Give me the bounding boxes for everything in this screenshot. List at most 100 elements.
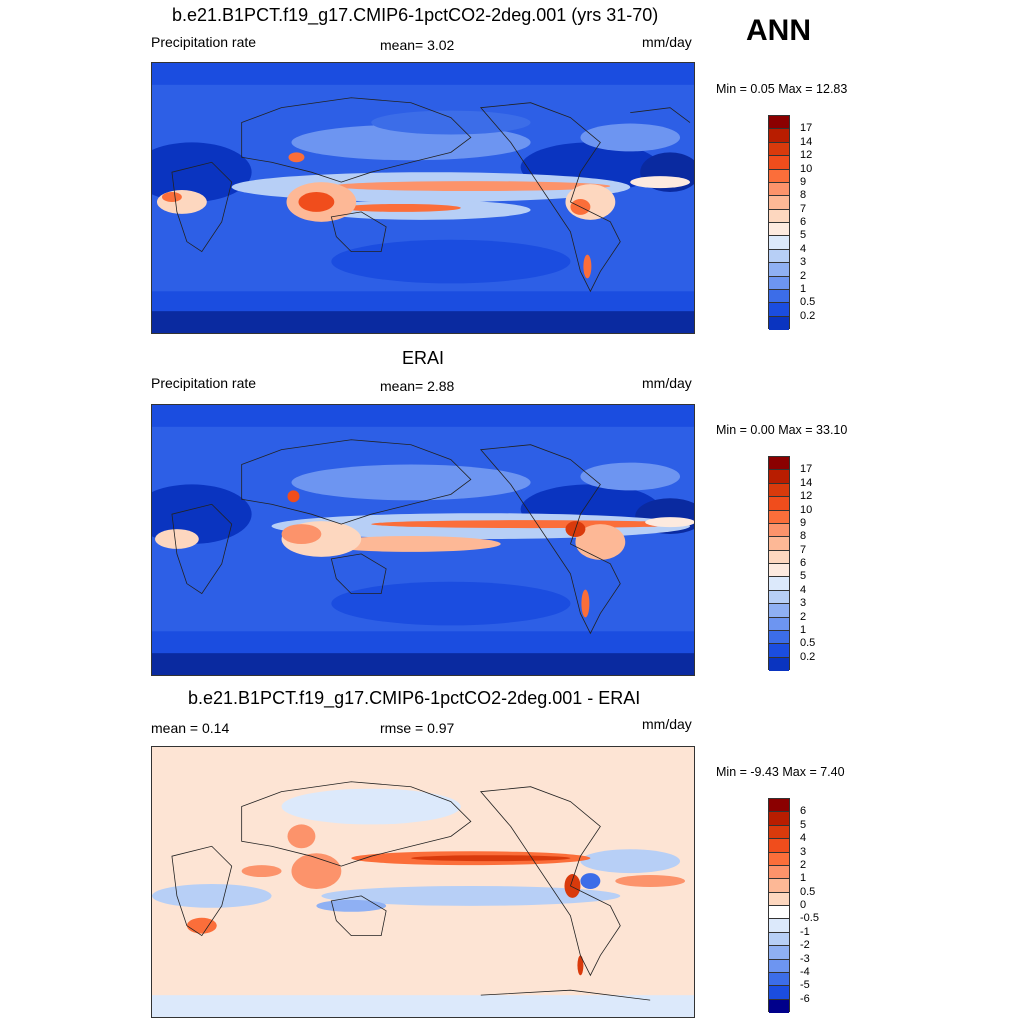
colorbar-tick-label: -0.5 [800, 912, 819, 925]
colorbar-swatch [769, 604, 789, 618]
colorbar-swatch [769, 497, 789, 511]
panel1-units: mm/day [642, 34, 692, 50]
colorbar-swatch [769, 839, 789, 853]
panel2-colorbar [768, 456, 790, 671]
colorbar-swatch [769, 156, 789, 170]
panel3-rmse: rmse = 0.97 [380, 720, 455, 736]
panel2-units: mm/day [642, 375, 692, 391]
panel1-variable-label: Precipitation rate [151, 34, 257, 50]
colorbar-tick-label: 14 [800, 476, 813, 489]
colorbar-swatch [769, 510, 789, 524]
colorbar-swatch [769, 892, 789, 906]
colorbar-swatch [769, 129, 789, 143]
colorbar-swatch [769, 537, 789, 551]
colorbar-tick-label: 2 [800, 269, 807, 282]
colorbar-tick-label: 12 [800, 490, 813, 503]
panel1-colorbar [768, 115, 790, 330]
colorbar-swatch [769, 852, 789, 866]
colorbar-swatch [769, 630, 789, 645]
colorbar-tick-label: 17 [800, 122, 813, 135]
colorbar-swatch [769, 564, 789, 578]
colorbar-tick-label: 8 [800, 530, 807, 543]
colorbar-tick-label: 8 [800, 189, 807, 202]
colorbar-tick-label: 1 [800, 282, 807, 295]
colorbar-tick-label: -1 [800, 925, 810, 938]
panel1-minmax: Min = 0.05 Max = 12.83 [716, 82, 848, 96]
colorbar-tick-label: -3 [800, 952, 810, 965]
colorbar-swatch [769, 316, 789, 330]
colorbar-tick-label: -2 [800, 939, 810, 952]
panel1-map [151, 62, 695, 334]
colorbar-swatch [769, 223, 789, 237]
colorbar-swatch [769, 483, 789, 498]
colorbar-tick-label: 0.5 [800, 296, 816, 309]
panel2-variable-label: Precipitation rate [151, 375, 257, 391]
panel3-units: mm/day [642, 716, 692, 732]
colorbar-tick-label: 3 [800, 845, 807, 858]
colorbar-swatch [769, 657, 789, 671]
panel2-minmax: Min = 0.00 Max = 33.10 [716, 423, 848, 437]
colorbar-tick-label: 0.2 [800, 650, 816, 663]
colorbar-tick-label: 14 [800, 135, 813, 148]
colorbar-tick-label: 4 [800, 242, 807, 255]
colorbar-tick-label: 0.5 [800, 637, 816, 650]
colorbar-swatch [769, 946, 789, 960]
colorbar-swatch [769, 550, 789, 564]
colorbar-swatch [769, 812, 789, 826]
colorbar-swatch [769, 236, 789, 250]
panel1-title: b.e21.B1PCT.f19_g17.CMIP6-1pctCO2-2deg.0… [172, 5, 659, 25]
colorbar-swatch [769, 457, 789, 471]
colorbar-tick-label: 4 [800, 583, 807, 596]
colorbar-swatch [769, 209, 789, 223]
colorbar-tick-label: 12 [800, 149, 813, 162]
colorbar-tick-label: 5 [800, 818, 807, 831]
colorbar-tick-label: 2 [800, 610, 807, 623]
colorbar-tick-label: 3 [800, 597, 807, 610]
colorbar-swatch [769, 879, 789, 893]
colorbar-swatch [769, 999, 789, 1013]
colorbar-swatch [769, 590, 789, 605]
colorbar-tick-label: -4 [800, 965, 810, 978]
colorbar-swatch [769, 644, 789, 658]
colorbar-swatch [769, 142, 789, 157]
colorbar-tick-label: 10 [800, 162, 813, 175]
colorbar-tick-label: 0.5 [800, 885, 816, 898]
colorbar-tick-label: 3 [800, 256, 807, 269]
colorbar-swatch [769, 470, 789, 484]
colorbar-tick-label: 5 [800, 229, 807, 242]
panel2-map [151, 404, 695, 676]
panel3-title: b.e21.B1PCT.f19_g17.CMIP6-1pctCO2-2deg.0… [188, 688, 641, 708]
colorbar-swatch [769, 182, 789, 197]
colorbar-swatch [769, 972, 789, 987]
colorbar-tick-label: 6 [800, 216, 807, 228]
colorbar-swatch [769, 169, 789, 183]
colorbar-swatch [769, 577, 789, 591]
colorbar-swatch [769, 263, 789, 277]
colorbar-swatch [769, 617, 789, 631]
colorbar-tick-label: 9 [800, 175, 807, 188]
colorbar-tick-label: 5 [800, 570, 807, 583]
colorbar-tick-label: 17 [800, 463, 813, 476]
panel2-mean: mean= 2.88 [380, 378, 455, 394]
colorbar-tick-label: 2 [800, 858, 807, 871]
colorbar-tick-label: 7 [800, 202, 807, 215]
colorbar-tick-label: 10 [800, 503, 813, 516]
colorbar-swatch [769, 116, 789, 130]
colorbar-swatch [769, 276, 789, 290]
colorbar-swatch [769, 906, 789, 920]
colorbar-swatch [769, 959, 789, 973]
colorbar-swatch [769, 289, 789, 304]
colorbar-tick-label: 6 [800, 557, 807, 569]
colorbar-tick-label: -6 [800, 992, 810, 1005]
panel2-title: ERAI [402, 348, 445, 368]
colorbar-swatch [769, 799, 789, 813]
colorbar-swatch [769, 932, 789, 947]
season-label: ANN [746, 14, 811, 47]
colorbar-tick-label: 7 [800, 543, 807, 556]
panel3-mean: mean = 0.14 [151, 720, 230, 736]
colorbar-swatch [769, 865, 789, 880]
colorbar-swatch [769, 196, 789, 210]
panel3-map [151, 746, 695, 1018]
colorbar-tick-label: 9 [800, 516, 807, 529]
colorbar-tick-label: 4 [800, 832, 807, 845]
